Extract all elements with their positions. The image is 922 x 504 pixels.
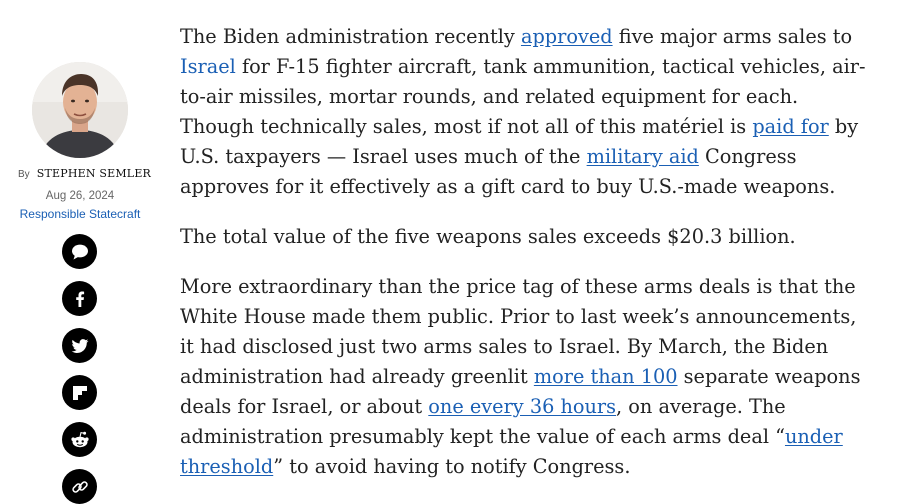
flipboard-icon (72, 385, 87, 400)
p3-text-3: , on average. The administration presuma… (180, 395, 786, 448)
p3-text-1: More extraordinary than the price tag of… (180, 275, 857, 388)
link-one-every-36-hours[interactable]: one every 36 hours (428, 395, 617, 418)
flipboard-share-button[interactable] (62, 375, 97, 410)
twitter-icon (71, 338, 88, 353)
paragraph-2: The total value of the five weapons sale… (180, 225, 796, 248)
source-link[interactable]: Responsible Statecraft (19, 207, 141, 221)
facebook-icon (75, 291, 84, 307)
p1-text-5: Congress approves for it effectively as … (180, 145, 836, 198)
article-body: The Biden administration recently approv… (180, 22, 870, 502)
paragraph-1: The Biden administration recently approv… (180, 22, 870, 202)
facebook-share-button[interactable] (62, 281, 97, 316)
p1-text-2: five major arms sales to (612, 25, 853, 48)
p3-text-4: ” to avoid having to notify Congress. (273, 455, 631, 478)
author-avatar[interactable] (32, 62, 128, 158)
link-more-than-100[interactable]: more than 100 (533, 365, 678, 388)
byline: By STEPHEN SEMLER (18, 167, 158, 180)
publish-date: Aug 26, 2024 (45, 190, 115, 202)
p1-text-4: by U.S. taxpayers — Israel uses much of … (180, 115, 859, 168)
link-military-aid[interactable]: military aid (586, 145, 699, 168)
link-under-threshold[interactable]: under threshold (180, 425, 843, 478)
author-name[interactable]: STEPHEN SEMLER (36, 167, 152, 180)
reddit-icon (70, 431, 89, 447)
p1-text-3: for F-15 fighter aircraft, tank ammuniti… (180, 55, 866, 138)
comment-button[interactable] (62, 234, 97, 269)
paragraph-3: More extraordinary than the price tag of… (180, 272, 870, 482)
author-photo (32, 62, 128, 158)
link-icon (71, 480, 88, 493)
comment-icon (71, 244, 88, 259)
reddit-share-button[interactable] (62, 422, 97, 457)
copy-link-button[interactable] (62, 469, 97, 504)
p3-text-2: separate weapons deals for Israel, or ab… (180, 365, 861, 418)
article-sidebar: By STEPHEN SEMLER Aug 26, 2024 Responsib… (0, 0, 160, 504)
link-approved[interactable]: approved (520, 25, 613, 48)
p1-text-1: The Biden administration recently (180, 25, 521, 48)
twitter-share-button[interactable] (62, 328, 97, 363)
byline-prefix: By (18, 169, 30, 180)
link-paid-for[interactable]: paid for (752, 115, 829, 138)
link-israel[interactable]: Israel (180, 55, 236, 78)
